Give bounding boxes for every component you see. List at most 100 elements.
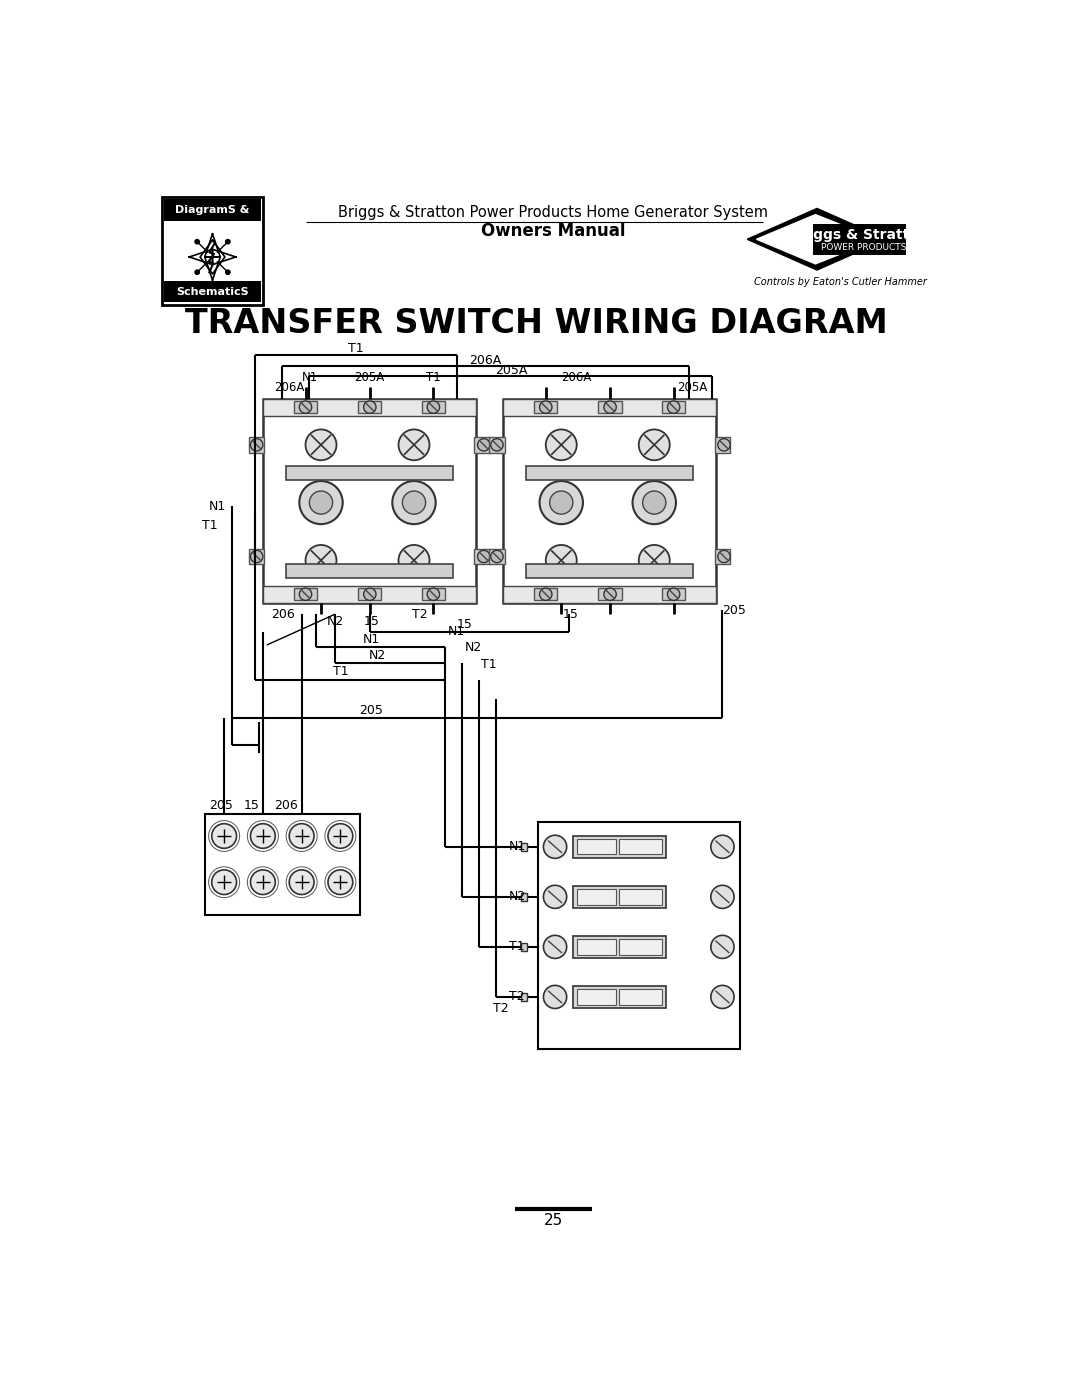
Bar [572,936,666,958]
Circle shape [545,429,577,460]
Circle shape [638,429,670,460]
Text: N1: N1 [301,370,318,384]
Bar [248,437,265,453]
Bar [474,549,490,564]
Text: N2: N2 [326,616,343,629]
Circle shape [226,239,230,244]
Bar [572,835,666,858]
Circle shape [477,439,490,451]
Bar [262,585,476,602]
Bar [619,888,662,904]
Text: T1: T1 [333,665,348,679]
Circle shape [550,490,572,514]
Text: 206A: 206A [274,380,305,394]
Circle shape [299,401,312,414]
Bar [359,588,381,601]
Circle shape [643,490,666,514]
Circle shape [711,835,734,858]
Bar [503,585,716,602]
Bar [294,401,318,414]
Circle shape [364,588,376,601]
Circle shape [289,870,314,894]
Bar [503,398,716,415]
Bar [294,588,318,601]
Text: 206: 206 [274,799,298,812]
Bar [503,398,716,602]
Text: 25: 25 [544,1213,563,1228]
Circle shape [399,429,430,460]
Circle shape [711,985,734,1009]
Circle shape [399,545,430,576]
Circle shape [543,985,567,1009]
Bar [577,939,616,954]
Bar [577,888,616,904]
Text: Controls by Eaton's Cutler Hammer: Controls by Eaton's Cutler Hammer [754,277,927,286]
Circle shape [194,270,200,275]
Circle shape [428,588,440,601]
Circle shape [540,588,552,601]
Circle shape [289,824,314,848]
Text: N2: N2 [464,641,482,654]
Circle shape [477,550,490,563]
Bar [526,467,693,481]
Circle shape [364,401,376,414]
Text: T1: T1 [348,342,364,355]
Circle shape [633,481,676,524]
Text: T2: T2 [509,990,524,1003]
Circle shape [718,550,730,563]
Circle shape [299,588,312,601]
Text: TRANSFER SWITCH WIRING DIAGRAM: TRANSFER SWITCH WIRING DIAGRAM [186,307,888,339]
Bar [422,588,445,601]
Circle shape [490,439,503,451]
Circle shape [306,429,337,460]
Circle shape [667,401,679,414]
Circle shape [604,401,617,414]
Circle shape [428,401,440,414]
Bar [598,401,622,414]
Text: T2: T2 [494,1002,509,1016]
Circle shape [490,550,503,563]
Text: 206: 206 [271,608,295,620]
Text: 205: 205 [208,799,232,812]
Circle shape [251,439,262,451]
Circle shape [299,481,342,524]
Text: N2: N2 [369,648,387,662]
Polygon shape [747,208,887,270]
Text: T2: T2 [413,608,428,620]
Circle shape [226,270,230,275]
Text: N1: N1 [210,500,227,513]
Bar [619,989,662,1004]
Text: N2: N2 [509,890,526,904]
Text: Owners Manual: Owners Manual [482,222,625,240]
Circle shape [711,936,734,958]
Bar [422,401,445,414]
Bar [164,281,260,302]
Bar [526,564,693,578]
Bar [521,893,527,901]
Text: 205: 205 [721,604,745,617]
Circle shape [392,481,435,524]
Circle shape [638,545,670,576]
Bar [619,840,662,855]
Text: Briggs & Stratton: Briggs & Stratton [791,228,929,243]
Circle shape [543,886,567,908]
Circle shape [718,439,730,451]
Text: N1: N1 [509,840,526,854]
Bar [474,437,490,453]
Circle shape [403,490,426,514]
Bar [572,986,666,1007]
Text: 206A: 206A [469,353,501,366]
Circle shape [711,886,734,908]
Bar [598,588,622,601]
Bar [577,989,616,1004]
Circle shape [540,401,552,414]
Text: 206A: 206A [562,370,592,384]
Text: T1: T1 [482,658,497,671]
Bar [572,886,666,908]
Polygon shape [757,215,877,264]
Bar [205,814,360,915]
Bar [489,549,504,564]
Text: T1: T1 [426,370,441,384]
Text: 15: 15 [243,799,259,812]
Bar [262,398,476,602]
